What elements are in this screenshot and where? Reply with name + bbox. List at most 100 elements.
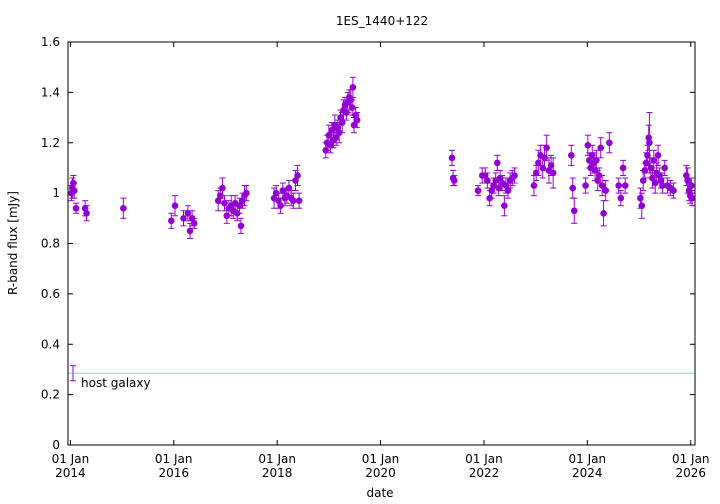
point-marker: [450, 177, 458, 184]
point-marker: [567, 152, 575, 159]
point-marker: [237, 222, 245, 230]
data-point: [70, 182, 78, 199]
point-marker: [649, 174, 656, 182]
x-tick-label-day: 01 Jan: [258, 452, 296, 466]
data-point: [645, 124, 653, 151]
point-marker: [83, 209, 90, 217]
data-point: [688, 190, 696, 207]
data-point: [184, 205, 192, 222]
y-tick-label: 1.4: [41, 85, 60, 99]
data-point: [543, 134, 550, 161]
y-tick-label: 0.8: [41, 237, 60, 251]
point-marker: [661, 164, 669, 172]
y-tick-label: 1.2: [41, 136, 60, 150]
point-marker: [646, 139, 653, 147]
point-marker: [639, 177, 647, 184]
data-point: [83, 205, 90, 222]
data-point: [606, 132, 613, 154]
point-marker: [236, 202, 243, 210]
data-point: [348, 99, 356, 116]
data-point: [295, 192, 303, 209]
data-point: [495, 180, 502, 197]
data-point: [294, 164, 301, 187]
point-marker: [295, 197, 303, 204]
x-tick-label-day: 01 Jan: [465, 452, 503, 466]
data-point: [353, 112, 361, 129]
point-marker: [535, 159, 542, 167]
data-point: [597, 137, 605, 159]
point-marker: [474, 187, 482, 194]
point-marker: [221, 199, 228, 207]
point-marker: [584, 141, 592, 149]
data-point: [661, 159, 669, 176]
point-marker: [659, 182, 666, 189]
point-marker: [219, 184, 226, 192]
x-tick-label-year: 2018: [262, 466, 293, 480]
x-tick-label-day: 01 Jan: [672, 452, 710, 466]
point-marker: [688, 194, 696, 202]
data-point: [569, 177, 577, 199]
point-marker: [582, 182, 589, 189]
point-marker: [617, 194, 625, 202]
data-point: [650, 149, 658, 171]
point-marker: [350, 121, 358, 129]
point-marker: [621, 182, 629, 189]
data-point: [535, 149, 542, 176]
data-point: [243, 185, 250, 202]
data-point: [484, 172, 491, 189]
point-marker: [504, 187, 512, 194]
point-marker: [602, 187, 609, 194]
data-point: [501, 195, 508, 217]
data-point: [602, 180, 609, 202]
point-marker: [332, 134, 340, 142]
data-point: [448, 149, 456, 166]
host-galaxy-label: host galaxy: [81, 376, 151, 390]
data-point: [290, 192, 297, 209]
data-point: [654, 144, 662, 166]
data-point: [582, 177, 589, 194]
point-marker: [484, 177, 491, 184]
point-marker: [597, 144, 605, 152]
data-points: [68, 76, 696, 239]
y-tick-label: 0.2: [41, 388, 60, 402]
x-tick-label-year: 2024: [572, 466, 603, 480]
data-point: [237, 217, 245, 234]
y-tick-label: 1: [52, 186, 60, 200]
point-marker: [168, 217, 175, 225]
x-tick-label-day: 01 Jan: [52, 452, 90, 466]
point-marker: [654, 152, 662, 159]
data-point: [219, 177, 226, 199]
x-axis-label: date: [366, 486, 393, 500]
point-marker: [619, 164, 627, 172]
y-tick-label: 0.4: [41, 337, 60, 351]
data-point: [619, 159, 627, 176]
point-marker: [294, 172, 301, 179]
point-marker: [190, 220, 198, 227]
point-marker: [120, 204, 127, 212]
point-marker: [615, 182, 623, 189]
y-tick-label: 0: [52, 438, 60, 452]
data-point: [504, 182, 512, 199]
y-tick-label: 0.6: [41, 287, 60, 301]
point-marker: [243, 189, 250, 197]
data-point: [670, 182, 677, 199]
point-marker: [670, 187, 677, 194]
data-point: [646, 112, 653, 174]
x-tick-label-year: 2026: [675, 466, 706, 480]
x-tick-label-day: 01 Jan: [155, 452, 193, 466]
point-marker: [569, 184, 577, 192]
point-marker: [353, 116, 361, 124]
data-point: [584, 134, 592, 156]
data-point: [567, 144, 575, 166]
x-tick-label-year: 2020: [365, 466, 396, 480]
point-marker: [328, 126, 336, 134]
data-point: [338, 112, 346, 134]
data-point: [617, 190, 625, 207]
point-marker: [349, 84, 357, 91]
data-point: [638, 192, 646, 219]
point-marker: [184, 209, 192, 217]
point-marker: [171, 202, 179, 210]
point-marker: [186, 227, 194, 235]
